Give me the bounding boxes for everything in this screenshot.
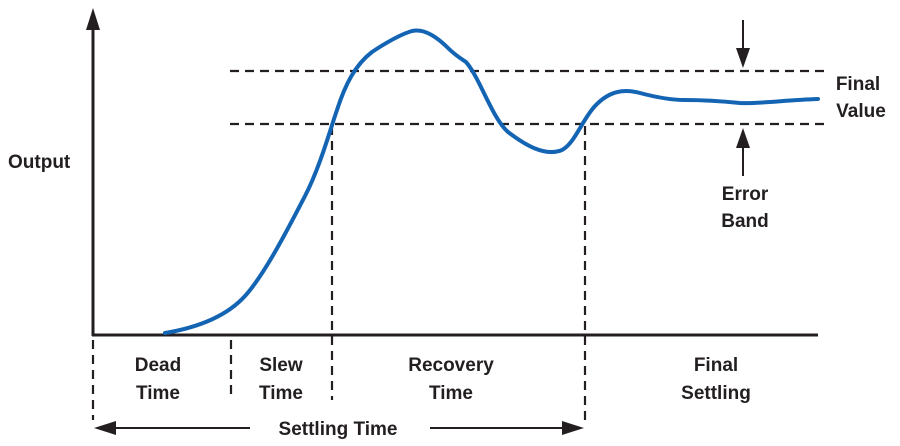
y-axis-arrow-icon bbox=[86, 8, 100, 30]
slew-time-label-line2: Time bbox=[259, 383, 303, 404]
output-curve bbox=[163, 28, 820, 335]
settling-time-right-arrow-icon bbox=[562, 421, 584, 435]
final-settling-label-line1: Final bbox=[694, 355, 738, 376]
error-band-label-line1: Error bbox=[722, 184, 769, 205]
slew-time-label-line1: Slew bbox=[259, 355, 303, 376]
dead-time-label-line2: Time bbox=[136, 383, 180, 404]
error-band-top-arrow-icon bbox=[736, 48, 750, 68]
y-axis-label: Output bbox=[8, 152, 71, 173]
final-settling-label-line2: Settling bbox=[681, 383, 751, 404]
settling-time-label: Settling Time bbox=[279, 419, 398, 440]
recovery-time-label-line1: Recovery bbox=[408, 355, 494, 376]
error-band-bottom-arrow-icon bbox=[736, 128, 750, 148]
recovery-time-label-line2: Time bbox=[429, 383, 473, 404]
error-band-label-line2: Band bbox=[721, 211, 769, 232]
settling-time-left-arrow-icon bbox=[94, 421, 116, 435]
final-value-label-line2: Value bbox=[836, 101, 886, 122]
dead-time-label-line1: Dead bbox=[135, 355, 181, 376]
final-value-label-line1: Final bbox=[836, 74, 880, 95]
